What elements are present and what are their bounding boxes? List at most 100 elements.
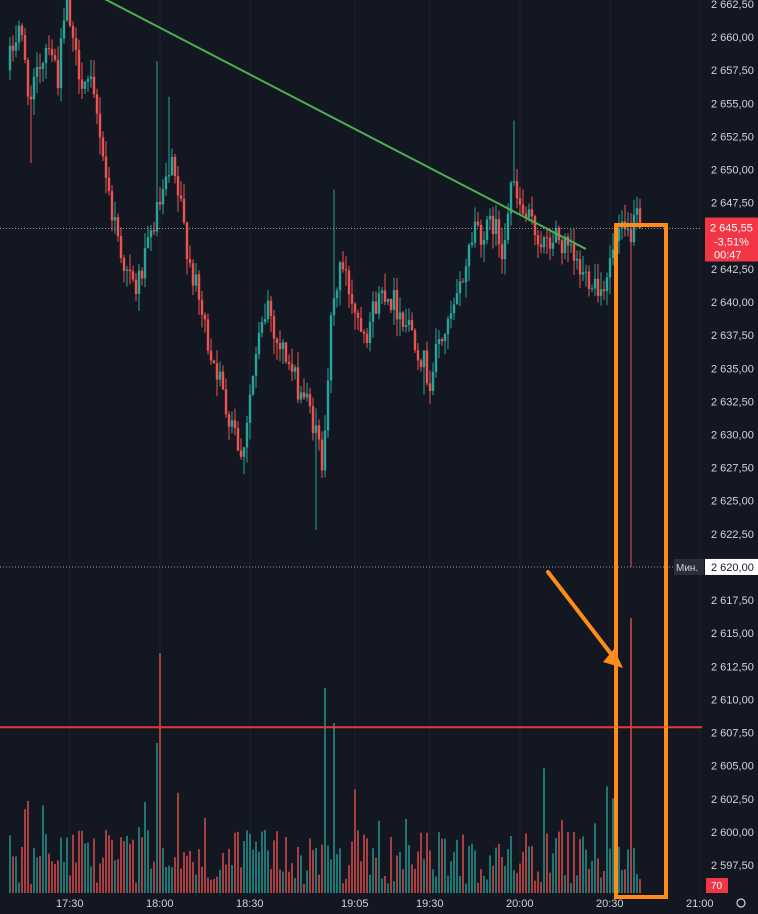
volume-bar	[339, 848, 341, 893]
candle-body	[179, 195, 183, 199]
candle-body	[188, 259, 192, 264]
volume-bar	[75, 862, 77, 893]
volume-bar	[156, 743, 158, 893]
candle-body	[137, 270, 141, 294]
price-tick-label: 2 640,00	[711, 297, 754, 309]
volume-bar	[330, 859, 332, 893]
candle-body	[305, 393, 309, 398]
volume-bar	[438, 832, 440, 893]
volume-bar	[12, 856, 14, 893]
candle-body	[629, 229, 633, 243]
price-tick-label: 2 600,00	[711, 827, 754, 839]
volume-bar	[306, 870, 308, 893]
price-tick-label: 2 607,50	[711, 728, 754, 740]
volume-bar	[462, 834, 464, 893]
volume-bar	[474, 850, 476, 893]
candle-body	[269, 300, 273, 317]
candle-body	[161, 189, 165, 205]
candle-body	[500, 244, 504, 260]
volume-bar	[204, 817, 206, 893]
arrow-shaft[interactable]	[546, 570, 617, 661]
volume-bar	[318, 874, 320, 893]
candle-body	[536, 235, 540, 245]
candle-body	[233, 420, 237, 428]
candle-body	[38, 66, 42, 69]
candle-body	[155, 201, 159, 232]
highlight-box[interactable]	[614, 223, 668, 899]
candle-body	[215, 363, 219, 380]
volume-bar	[216, 876, 218, 893]
candle-body	[410, 320, 414, 331]
candle-body	[326, 380, 330, 431]
volume-bar	[549, 872, 551, 893]
volume-bar	[345, 878, 347, 893]
candle-body	[476, 221, 480, 225]
candle-body	[143, 248, 147, 279]
price-tick-label: 2 627,50	[711, 463, 754, 475]
candle-body	[545, 237, 549, 239]
volume-bar	[429, 850, 431, 893]
volume-bar	[624, 869, 626, 893]
candle-body	[473, 221, 477, 243]
volume-bar	[630, 618, 632, 893]
candle-body	[449, 313, 453, 319]
candle-body	[491, 215, 495, 234]
candle-body	[554, 227, 558, 243]
candle-body	[278, 343, 282, 350]
candle-body	[350, 294, 354, 304]
candle-body	[437, 339, 441, 345]
time-tick-label: 20:30	[596, 898, 624, 909]
candle-body	[578, 258, 582, 275]
candle-body	[11, 45, 15, 51]
volume-bar	[279, 869, 281, 893]
volume-bar	[159, 653, 161, 893]
volume-bar	[489, 855, 491, 893]
settings-gear-icon[interactable]	[736, 898, 746, 908]
candle-body	[29, 96, 33, 100]
candle-body	[281, 342, 285, 350]
candle-body	[320, 439, 324, 471]
candle-body	[524, 213, 528, 218]
candle-body	[311, 406, 315, 433]
volume-bar	[501, 856, 503, 893]
volume-bar	[249, 833, 251, 893]
candle-body	[209, 350, 213, 361]
time-tick-label: 19:30	[416, 898, 444, 909]
volume-bar	[261, 831, 263, 893]
volume-bar	[33, 847, 35, 893]
candle-body	[92, 76, 96, 95]
candle-body	[434, 344, 438, 372]
candle-body	[221, 371, 225, 390]
price-tick-label: 2 630,00	[711, 430, 754, 442]
volume-bar	[150, 868, 152, 893]
candle-body	[248, 394, 252, 423]
candle-body	[8, 45, 12, 71]
min-label: Мин.	[676, 563, 698, 574]
volume-bar	[432, 869, 434, 893]
candle-body	[479, 224, 483, 245]
candle-body	[341, 262, 345, 270]
arrow-head[interactable]	[603, 649, 623, 668]
candle-body	[590, 288, 594, 290]
volume-bar	[30, 883, 32, 893]
volume-bar	[558, 831, 560, 893]
trendline[interactable]	[25, 0, 587, 250]
volume-bar	[63, 861, 65, 893]
volume-bar	[381, 878, 383, 893]
price-tick-label: 2 617,50	[711, 595, 754, 607]
volume-bar	[510, 835, 512, 893]
candle-body	[227, 414, 231, 427]
candle-body	[569, 244, 573, 246]
candle-body	[89, 76, 93, 80]
candle-body	[389, 298, 393, 310]
candle-body	[626, 229, 630, 231]
candle-body	[563, 236, 567, 254]
candle-body	[512, 181, 516, 183]
current-price-badge	[705, 217, 758, 262]
candle-body	[296, 367, 300, 400]
volume-bar	[402, 869, 404, 893]
volume-bar	[552, 853, 554, 893]
volume-badge-value: 70	[711, 881, 723, 892]
